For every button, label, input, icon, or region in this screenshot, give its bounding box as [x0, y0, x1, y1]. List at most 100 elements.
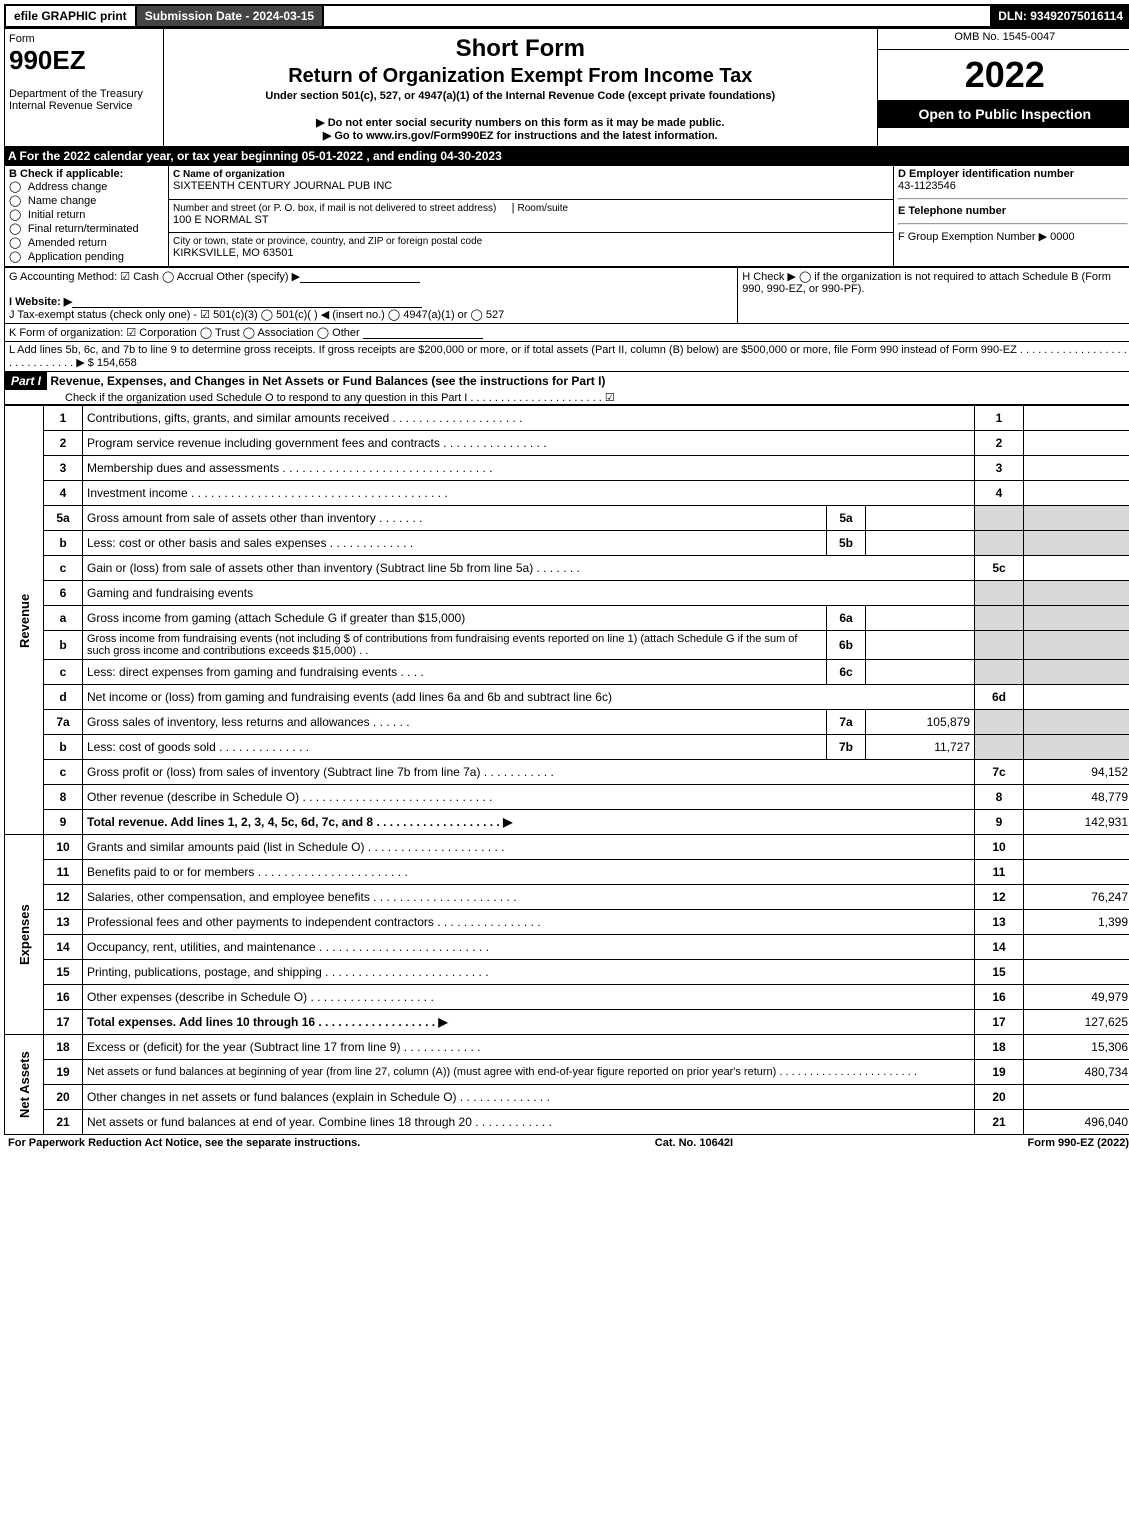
irs-label: Internal Revenue Service [9, 100, 133, 112]
omb-cell: OMB No. 1545-0047 [877, 29, 1129, 50]
l18-amt: 15,306 [1024, 1035, 1129, 1060]
l11-text: Benefits paid to or for members . . . . … [83, 860, 975, 885]
l20-text: Other changes in net assets or fund bala… [83, 1085, 975, 1110]
l17-text: Total expenses. Add lines 10 through 16 … [83, 1010, 975, 1035]
l5b-shade [975, 531, 1024, 556]
l21-box: 21 [975, 1110, 1024, 1135]
chk-name[interactable]: ◯ [9, 196, 28, 208]
l7a-num: 7a [44, 710, 83, 735]
section-c-name: C Name of organization SIXTEENTH CENTURY… [169, 166, 894, 200]
header-table: Form 990EZ Department of the Treasury In… [4, 28, 1129, 147]
opt-pending: Application pending [28, 251, 124, 263]
section-k: K Form of organization: ☑ Corporation ◯ … [4, 324, 1129, 342]
ein-value: 43-1123546 [898, 180, 956, 192]
l5c-num: c [44, 556, 83, 581]
l15-box: 15 [975, 960, 1024, 985]
l7b-ib: 7b [827, 735, 866, 760]
l4-text: Investment income . . . . . . . . . . . … [83, 481, 975, 506]
lines-table: Revenue 1 Contributions, gifts, grants, … [4, 405, 1129, 1135]
l6c-iv [866, 660, 975, 685]
l5a-ib: 5a [827, 506, 866, 531]
l3-box: 3 [975, 456, 1024, 481]
l5b-iv [866, 531, 975, 556]
l8-amt: 48,779 [1024, 785, 1129, 810]
chk-initial[interactable]: ◯ [9, 210, 28, 222]
l5c-text: Gain or (loss) from sale of assets other… [83, 556, 975, 581]
street-value: 100 E NORMAL ST [173, 214, 269, 226]
l5b-num: b [44, 531, 83, 556]
website-line[interactable] [72, 295, 422, 308]
l6c-text: Less: direct expenses from gaming and fu… [83, 660, 827, 685]
l7a-shade2 [1024, 710, 1129, 735]
city-label: City or town, state or province, country… [173, 236, 482, 247]
l12-amt: 76,247 [1024, 885, 1129, 910]
l9-box: 9 [975, 810, 1024, 835]
l14-amt [1024, 935, 1129, 960]
room-label: Room/suite [518, 203, 569, 214]
l7a-ib: 7a [827, 710, 866, 735]
l6b-num: b [44, 631, 83, 660]
section-b-cell: B Check if applicable: ◯ Address change … [5, 166, 169, 267]
l7a-iv: 105,879 [866, 710, 975, 735]
l6-num: 6 [44, 581, 83, 606]
submission-date: Submission Date - 2024-03-15 [137, 6, 324, 26]
l4-box: 4 [975, 481, 1024, 506]
section-d-cell: D Employer identification number 43-1123… [894, 166, 1129, 267]
l10-box: 10 [975, 835, 1024, 860]
l13-amt: 1,399 [1024, 910, 1129, 935]
l19-text: Net assets or fund balances at beginning… [83, 1060, 975, 1085]
g-text: G Accounting Method: ☑ Cash ◯ Accrual Ot… [9, 271, 300, 283]
l7b-num: b [44, 735, 83, 760]
l6d-num: d [44, 685, 83, 710]
l19-amt: 480,734 [1024, 1060, 1129, 1085]
l6-shade [975, 581, 1024, 606]
l1-box: 1 [975, 406, 1024, 431]
l3-amt [1024, 456, 1129, 481]
l5c-box: 5c [975, 556, 1024, 581]
city-value: KIRKSVILLE, MO 63501 [173, 247, 293, 259]
l3-text: Membership dues and assessments . . . . … [83, 456, 975, 481]
d-label: D Employer identification number [898, 168, 1074, 180]
chk-pending[interactable]: ◯ [9, 252, 28, 264]
l6-shade2 [1024, 581, 1129, 606]
l20-box: 20 [975, 1085, 1024, 1110]
opt-name-change: Name change [28, 195, 97, 207]
l17-num: 17 [44, 1010, 83, 1035]
l15-num: 15 [44, 960, 83, 985]
chk-final[interactable]: ◯ [9, 224, 28, 236]
k-other-line[interactable] [363, 326, 483, 339]
chk-amended[interactable]: ◯ [9, 238, 28, 250]
l14-num: 14 [44, 935, 83, 960]
l15-text: Printing, publications, postage, and shi… [83, 960, 975, 985]
l16-text: Other expenses (describe in Schedule O) … [83, 985, 975, 1010]
l9-text-b: Total revenue. Add lines 1, 2, 3, 4, 5c,… [87, 815, 512, 829]
l18-text: Excess or (deficit) for the year (Subtra… [83, 1035, 975, 1060]
l16-amt: 49,979 [1024, 985, 1129, 1010]
dept-label: Department of the Treasury [9, 88, 143, 100]
l19-box: 19 [975, 1060, 1024, 1085]
section-i: I Website: ▶ [9, 296, 72, 308]
l5a-iv [866, 506, 975, 531]
l6a-text: Gross income from gaming (attach Schedul… [83, 606, 827, 631]
l5a-text: Gross amount from sale of assets other t… [83, 506, 827, 531]
l20-num: 20 [44, 1085, 83, 1110]
l14-box: 14 [975, 935, 1024, 960]
part-i-check: Check if the organization used Schedule … [5, 392, 615, 404]
e-tel-label: E Telephone number [898, 205, 1006, 217]
g-other-line[interactable] [300, 270, 420, 283]
year-open-cell: 2022 Open to Public Inspection [877, 49, 1129, 146]
l7b-iv: 11,727 [866, 735, 975, 760]
l2-text: Program service revenue including govern… [83, 431, 975, 456]
l7c-box: 7c [975, 760, 1024, 785]
f-group-label: F Group Exemption Number ▶ 0000 [898, 231, 1075, 243]
chk-address[interactable]: ◯ [9, 182, 28, 194]
l6d-text: Net income or (loss) from gaming and fun… [83, 685, 975, 710]
part-i-label: Part I [5, 372, 47, 390]
section-c-street: Number and street (or P. O. box, if mail… [169, 199, 894, 233]
l18-num: 18 [44, 1035, 83, 1060]
l6a-num: a [44, 606, 83, 631]
gh-table: G Accounting Method: ☑ Cash ◯ Accrual Ot… [4, 267, 1129, 324]
l5a-shade [975, 506, 1024, 531]
dln-label: DLN: 93492075016114 [990, 6, 1129, 26]
footer-right: Form 990-EZ (2022) [1028, 1137, 1129, 1149]
